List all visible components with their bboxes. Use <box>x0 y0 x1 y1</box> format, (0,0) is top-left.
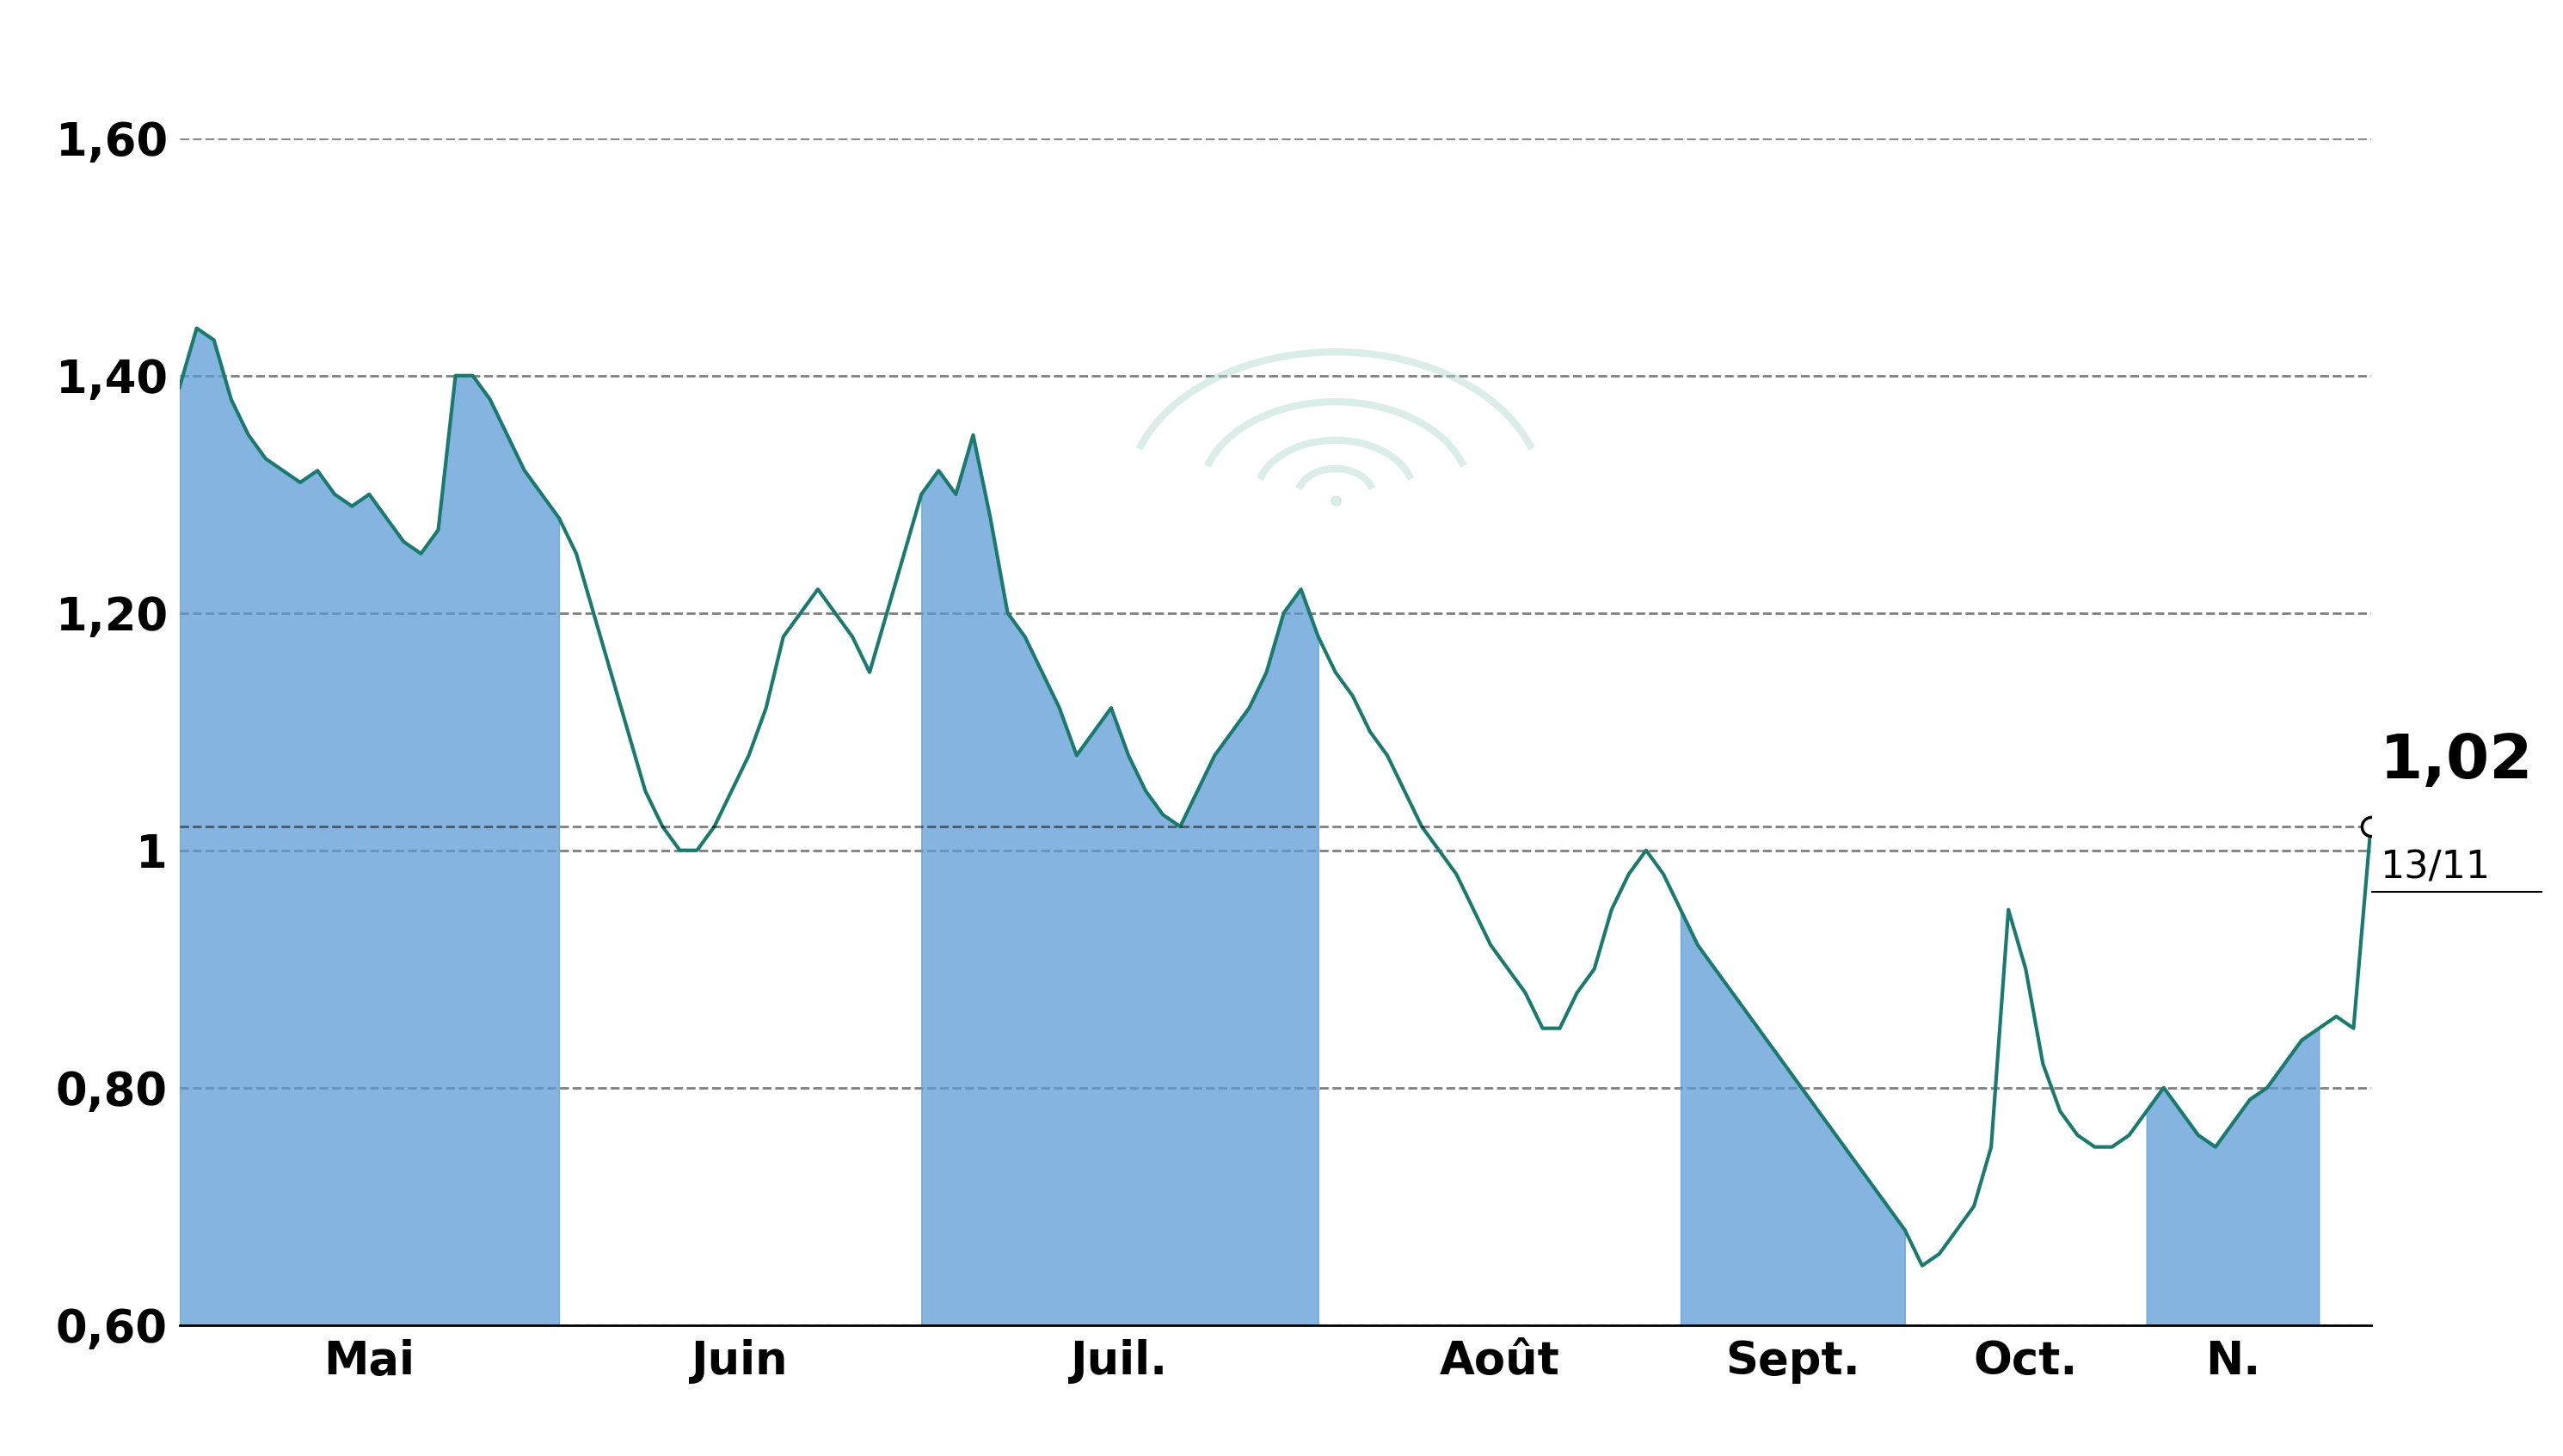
Text: 13/11: 13/11 <box>2378 850 2489 887</box>
Text: 1,02: 1,02 <box>2378 731 2532 791</box>
Text: Engine Gaming and Media, Inc.: Engine Gaming and Media, Inc. <box>413 12 2150 108</box>
